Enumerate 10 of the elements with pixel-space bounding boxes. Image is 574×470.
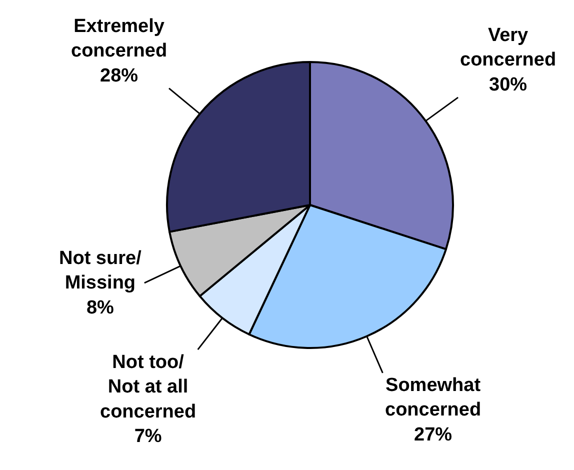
slice-label: Not too/ Not at all concerned xyxy=(100,352,196,422)
data-label: 27% xyxy=(414,424,452,446)
data-label: 8% xyxy=(86,297,114,318)
data-label: 7% xyxy=(134,426,162,448)
slice-label: Somewhat concerned xyxy=(385,375,482,421)
slice-label: Very concerned xyxy=(460,25,556,71)
data-label: 28% xyxy=(100,65,138,86)
data-label: 30% xyxy=(489,74,528,96)
slice-label: Extremely concerned xyxy=(71,16,168,62)
slice-label: Not sure/ Missing xyxy=(59,248,142,294)
